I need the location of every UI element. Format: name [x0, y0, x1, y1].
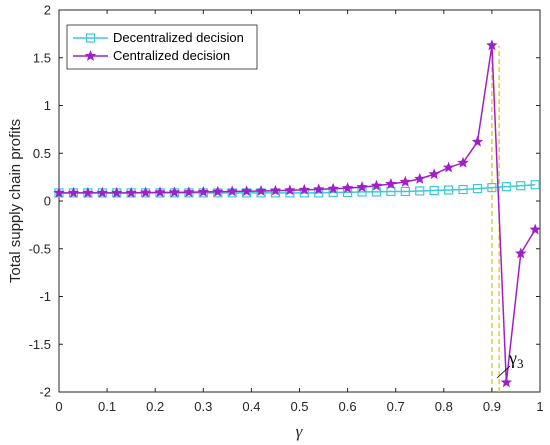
x-axis-label: γ: [296, 422, 304, 441]
legend: Decentralized decision Centralized decis…: [66, 24, 258, 70]
y-tick-label: 0: [44, 194, 51, 209]
data-point-centralized: [486, 39, 498, 51]
data-point-decentralized: [400, 186, 410, 197]
series-line-centralized: [59, 45, 536, 383]
data-point-centralized: [168, 186, 181, 198]
data-point-centralized: [139, 186, 152, 198]
data-point-centralized: [154, 186, 166, 198]
y-tick-label: 1: [44, 98, 51, 113]
data-point-centralized: [442, 161, 455, 173]
data-point-centralized: [125, 186, 137, 198]
data-point-centralized: [399, 175, 412, 187]
data-point-centralized: [428, 168, 440, 180]
data-point-centralized: [298, 183, 311, 195]
data-point-centralized: [313, 183, 325, 195]
data-point-centralized: [197, 185, 210, 197]
data-point-centralized: [471, 135, 484, 147]
data-point-centralized: [269, 184, 282, 196]
y-tick-label: 0.5: [33, 146, 51, 161]
legend-marker-decentralized: [85, 33, 96, 43]
y-tick-label: 2: [44, 3, 51, 18]
data-point-centralized: [414, 172, 426, 184]
y-tick-label: -1: [39, 289, 51, 304]
annotation-subscript: 3: [517, 356, 524, 371]
y-tick-label: -2: [39, 385, 51, 400]
data-point-centralized: [327, 182, 339, 194]
legend-label-decentralized: Decentralized decision: [113, 30, 244, 45]
x-tick-label: 0.2: [146, 399, 164, 414]
x-tick-label: 0.1: [98, 399, 116, 414]
data-point-centralized: [255, 184, 267, 196]
data-point-centralized: [529, 223, 541, 235]
data-point-centralized: [341, 182, 354, 193]
x-tick-label: 0.8: [435, 399, 453, 414]
data-point-centralized: [356, 181, 368, 193]
data-point-centralized: [457, 156, 469, 168]
data-point-centralized: [385, 178, 397, 189]
data-point-centralized: [67, 186, 80, 198]
data-point-decentralized: [415, 186, 425, 196]
y-axis-label: Total supply chain profits: [7, 119, 24, 283]
data-point-centralized: [212, 185, 224, 197]
data-point-decentralized: [458, 184, 468, 195]
x-tick-label: 0.3: [194, 399, 212, 414]
plot-area: [58, 9, 541, 393]
axis-ticks: 0 0.1 0.2 0.3 0.4 0.5 0.6 0.7 0.8 0.9 1 -2 -1.5 -1 -0.…: [29, 3, 544, 415]
x-tick-label: 0.9: [483, 399, 501, 414]
data-point-decentralized: [530, 180, 540, 190]
data-point-centralized: [53, 186, 65, 198]
x-tick-label: 0.5: [290, 399, 308, 414]
data-point-decentralized: [386, 186, 396, 197]
x-tick-label: 0.6: [339, 399, 357, 414]
data-point-decentralized: [444, 185, 454, 195]
data-point-decentralized: [487, 183, 497, 193]
x-tick-label: 0.4: [242, 399, 260, 414]
data-point-centralized: [226, 185, 238, 197]
data-point-decentralized: [472, 183, 483, 194]
y-tick-label: -1.5: [29, 337, 51, 352]
x-tick-label: 0: [55, 399, 62, 414]
plot-marks: [53, 39, 541, 392]
legend-box: [66, 24, 258, 70]
y-tick-label: 1.5: [33, 50, 51, 65]
annotation-leader-line: [496, 365, 511, 379]
x-tick-label: 1: [536, 399, 543, 414]
data-point-decentralized: [516, 181, 526, 191]
data-point-centralized: [111, 186, 123, 198]
data-point-centralized: [183, 186, 195, 198]
data-point-centralized: [240, 185, 253, 197]
legend-marker-centralized: [84, 50, 97, 61]
data-point-decentralized: [429, 185, 439, 196]
data-point-centralized: [370, 179, 383, 191]
data-point-centralized: [515, 247, 527, 259]
data-point-centralized: [82, 186, 94, 198]
x-tick-label: 0.7: [387, 399, 405, 414]
legend-label-centralized: Centralized decision: [113, 48, 230, 63]
y-tick-label: -0.5: [29, 241, 51, 256]
data-point-centralized: [500, 376, 513, 388]
data-point-decentralized: [501, 182, 511, 192]
data-point-centralized: [96, 186, 108, 198]
data-point-centralized: [284, 184, 296, 196]
